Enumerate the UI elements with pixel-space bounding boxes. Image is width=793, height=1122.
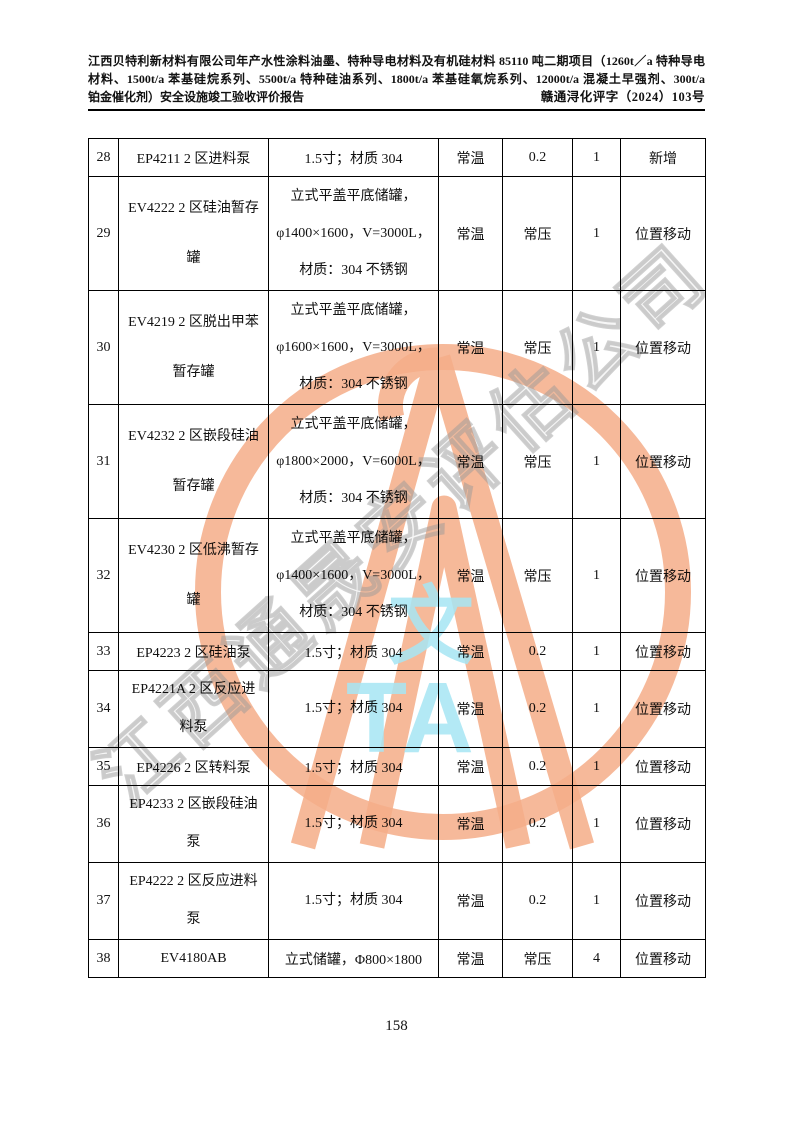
cell-temp: 常温 [438,747,503,786]
page-header: 江西贝特利新材料有限公司年产水性涂料油墨、特种导电材料及有机硅材料 85110 … [88,52,705,111]
cell-qty: 1 [572,670,621,748]
cell-temp: 常温 [438,670,503,748]
cell-seq: 33 [88,632,119,671]
cell-seq: 34 [88,670,119,748]
cell-name: EV4180AB [118,939,269,978]
table-row: 36 EP4233 2 区嵌段硅油泵 1.5寸；材质 304 常温 0.2 1 位置移动 [88,785,706,863]
cell-spec: 1.5寸；材质 304 [268,785,439,863]
cell-seq: 37 [88,862,119,940]
table-row: 29 EV4222 2 区硅油暂存罐立式平盖平底储罐， φ1400×1600，V=3… [88,176,706,291]
cell-remark: 位置移动 [620,670,706,748]
cell-name: EV4219 2 区脱出甲苯 暂存罐 [118,290,269,405]
cell-temp: 常温 [438,290,503,405]
table-row: 37 EP4222 2 区反应进料泵 1.5寸；材质 304 常温 0.2 1 位置移动 [88,862,706,940]
cell-qty: 1 [572,785,621,863]
page-number: 158 [385,1018,408,1034]
cell-seq: 38 [88,939,119,978]
cell-remark: 位置移动 [620,862,706,940]
cell-remark: 位置移动 [620,632,706,671]
cell-name: EP4211 2 区进料泵 [118,138,269,177]
table-row: 30 EV4219 2 区脱出甲苯 暂存罐 立式平盖平底储罐， φ1600×1600，V… [88,290,706,405]
cell-seq: 36 [88,785,119,863]
report-title-line-2: 材料、1500t/a 苯基硅烷系列、5500t/a 特种硅油系列、1800t/a… [88,72,705,86]
cell-name: EV4232 2 区嵌段硅油 暂存罐 [118,404,269,519]
cell-name: EP4233 2 区嵌段硅油泵 [118,785,269,863]
cell-remark: 位置移动 [620,176,706,291]
table-row: 31 EV4232 2 区嵌段硅油 暂存罐 立式平盖平底储罐， φ1800×2000，V… [88,404,706,519]
cell-temp: 常温 [438,862,503,940]
cell-seq: 31 [88,404,119,519]
doc-number: 赣通浔化评字（2024）103号 [540,90,705,104]
cell-qty: 1 [572,176,621,291]
cell-remark: 位置移动 [620,785,706,863]
cell-press: 0.2 [502,862,573,940]
cell-spec: 1.5寸；材质 304 [268,670,439,748]
cell-press: 常压 [502,290,573,405]
cell-temp: 常温 [438,785,503,863]
cell-press: 0.2 [502,138,573,177]
cell-temp: 常温 [438,404,503,519]
cell-seq: 28 [88,138,119,177]
cell-qty: 1 [572,138,621,177]
equipment-table-body: 28 EP4211 2 区进料泵 1.5寸；材质 304 常温 0.2 1 新增 29 EV42… [88,138,706,978]
table-row: 38 EV4180AB 立式储罐，Φ800×1800 常温 常压 4 位置移动 [88,939,706,978]
cell-press: 常压 [502,518,573,633]
table-row: 32 EV4230 2 区低沸暂存罐立式平盖平底储罐， φ1400×1600，V=3… [88,518,706,633]
cell-press: 0.2 [502,785,573,863]
cell-qty: 1 [572,404,621,519]
cell-press: 常压 [502,939,573,978]
cell-name: EP4226 2 区转料泵 [118,747,269,786]
cell-name: EP4222 2 区反应进料泵 [118,862,269,940]
equipment-table: 28 EP4211 2 区进料泵 1.5寸；材质 304 常温 0.2 1 新增 29 EV42… [88,138,706,978]
cell-spec: 立式储罐，Φ800×1800 [268,939,439,978]
cell-temp: 常温 [438,939,503,978]
cell-qty: 1 [572,862,621,940]
cell-spec: 1.5寸；材质 304 [268,138,439,177]
cell-spec: 立式平盖平底储罐， φ1400×1600，V=3000L， 材质：304 不锈钢 [268,176,439,291]
cell-seq: 29 [88,176,119,291]
cell-name: EP4223 2 区硅油泵 [118,632,269,671]
cell-name: EV4222 2 区硅油暂存罐 [118,176,269,291]
table-row: 34 EP4221A 2 区反应进 料泵 1.5寸；材质 304 常温 0.2 1 位置移动 [88,670,706,748]
cell-press: 常压 [502,176,573,291]
report-title-line-3: 铂金催化剂）安全设施竣工验收评价报告 赣通浔化评字（2024）103号 [88,88,705,106]
cell-remark: 位置移动 [620,747,706,786]
cell-spec: 1.5寸；材质 304 [268,862,439,940]
cell-spec: 1.5寸；材质 304 [268,747,439,786]
cell-spec: 1.5寸；材质 304 [268,632,439,671]
cell-remark: 位置移动 [620,404,706,519]
cell-qty: 1 [572,632,621,671]
cell-seq: 32 [88,518,119,633]
table-row: 28 EP4211 2 区进料泵 1.5寸；材质 304 常温 0.2 1 新增 [88,138,706,177]
report-title-line-1: 江西贝特利新材料有限公司年产水性涂料油墨、特种导电材料及有机硅材料 85110 … [88,54,705,68]
cell-qty: 1 [572,290,621,405]
cell-name: EP4221A 2 区反应进 料泵 [118,670,269,748]
cell-remark: 位置移动 [620,518,706,633]
cell-name: EV4230 2 区低沸暂存罐 [118,518,269,633]
cell-temp: 常温 [438,518,503,633]
cell-press: 0.2 [502,632,573,671]
cell-temp: 常温 [438,632,503,671]
cell-qty: 4 [572,939,621,978]
cell-remark: 位置移动 [620,939,706,978]
cell-temp: 常温 [438,138,503,177]
cell-spec: 立式平盖平底储罐， φ1400×1600，V=3000L， 材质：304 不锈钢 [268,518,439,633]
table-row: 33 EP4223 2 区硅油泵 1.5寸；材质 304 常温 0.2 1 位置移动 [88,632,706,671]
cell-qty: 1 [572,518,621,633]
cell-press: 0.2 [502,747,573,786]
cell-temp: 常温 [438,176,503,291]
cell-remark: 新增 [620,138,706,177]
cell-spec: 立式平盖平底储罐， φ1800×2000，V=6000L， 材质：304 不锈钢 [268,404,439,519]
table-row: 35 EP4226 2 区转料泵 1.5寸；材质 304 常温 0.2 1 位置移动 [88,747,706,786]
cell-seq: 35 [88,747,119,786]
cell-remark: 位置移动 [620,290,706,405]
cell-qty: 1 [572,747,621,786]
cell-press: 常压 [502,404,573,519]
cell-press: 0.2 [502,670,573,748]
cell-seq: 30 [88,290,119,405]
report-title-line-3-text: 铂金催化剂）安全设施竣工验收评价报告 [88,90,305,104]
cell-spec: 立式平盖平底储罐， φ1600×1600，V=3000L， 材质：304 不锈钢 [268,290,439,405]
